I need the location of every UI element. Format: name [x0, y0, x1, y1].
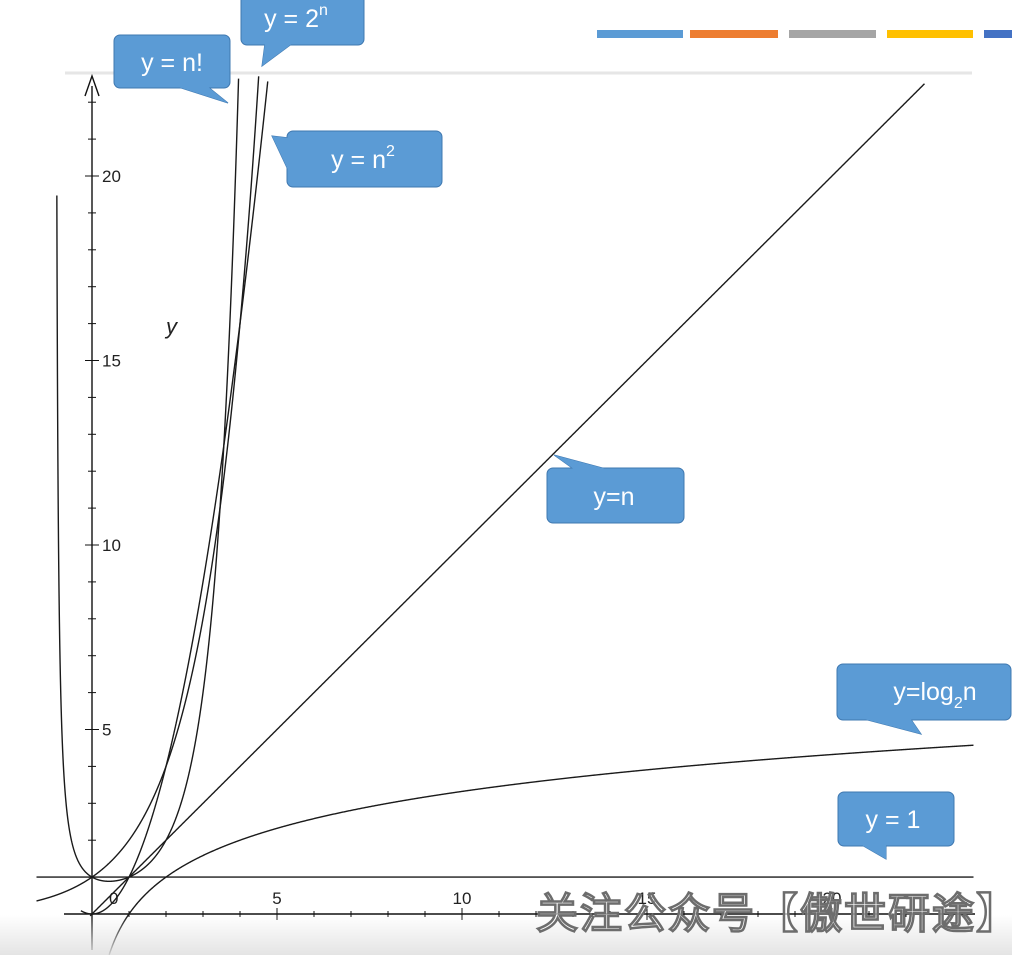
callout-log2: y=log2n — [836, 663, 1012, 735]
top-bar-5 — [984, 30, 1012, 38]
callout-linear: y=n — [546, 454, 685, 524]
curve-square — [80, 81, 269, 915]
y-tick-label: 10 — [102, 536, 121, 555]
curve-exp2 — [36, 76, 260, 902]
series-label: y=log2n — [893, 678, 976, 712]
top-bar-3 — [789, 30, 876, 38]
y-tick-label: 15 — [102, 352, 121, 371]
curve-log2 — [108, 744, 974, 956]
series-label: y = 2n — [264, 2, 328, 33]
callout-box — [240, 0, 365, 46]
callout-constant: y = 1 — [837, 791, 955, 860]
callout-box — [546, 467, 685, 524]
x-tick-label: 5 — [272, 889, 281, 908]
callout-exp2: y = 2n — [240, 0, 365, 68]
curve-linear — [89, 83, 925, 917]
callout-square: y = n2 — [271, 130, 443, 188]
series-label: y = 1 — [866, 806, 921, 834]
top-color-bars — [597, 30, 1012, 38]
y-axis-arrow — [84, 73, 100, 97]
callout-box — [836, 663, 1012, 721]
x-tick-label: 15 — [638, 889, 657, 908]
series-label: y = n2 — [331, 143, 395, 174]
series-label: y = n! — [141, 49, 203, 77]
curve-factorial — [56, 78, 240, 883]
watermark-text: 关注公众号【傲世研途】 — [535, 888, 1012, 938]
x-tick-label: 20 — [823, 889, 842, 908]
y-tick-label: 5 — [102, 721, 111, 740]
top-bar-4 — [887, 30, 973, 38]
x-tick-label: 10 — [453, 889, 472, 908]
callouts: y = n! y = 2n y = n2 y=n y=log2n y = 1 — [113, 0, 1012, 860]
callout-box — [113, 34, 231, 89]
series-label: y=n — [593, 483, 634, 511]
y-axis-label: y — [164, 314, 179, 339]
curves — [36, 76, 974, 956]
origin-label: 0 — [109, 889, 118, 908]
y-tick-label: 20 — [102, 167, 121, 186]
bottom-haze — [0, 915, 1012, 955]
top-bar-1 — [597, 30, 683, 38]
callout-factorial: y = n! — [113, 34, 231, 104]
callout-box — [837, 791, 955, 847]
top-bar-2 — [690, 30, 778, 38]
